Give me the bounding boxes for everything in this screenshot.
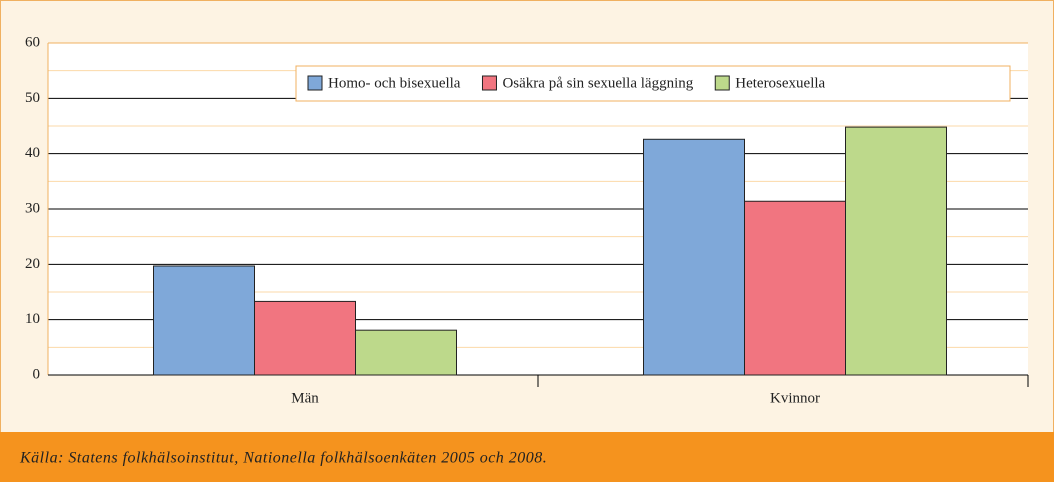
bar	[744, 200, 846, 376]
legend-box	[295, 65, 1011, 102]
bar	[254, 300, 356, 376]
legend-swatch	[481, 75, 497, 91]
legend-label: Homo- och bisexuella	[328, 75, 461, 91]
bar	[643, 138, 745, 376]
y-tick-label: 40	[25, 145, 40, 161]
x-tick-label: Kvinnor	[770, 390, 820, 406]
y-tick-label: 0	[33, 366, 41, 382]
footer-band	[0, 432, 1054, 482]
legend-swatch	[307, 75, 323, 91]
legend-label: Heterosexuella	[735, 75, 825, 91]
y-tick-label: 10	[25, 311, 40, 327]
bar	[845, 126, 947, 376]
legend-swatch	[714, 75, 730, 91]
y-tick-label: 50	[25, 90, 40, 106]
y-tick-label: 30	[25, 200, 40, 216]
source-note: Källa: Statens folkhälsoinstitut, Nation…	[19, 450, 547, 467]
bar	[153, 265, 255, 376]
y-tick-label: 20	[25, 256, 40, 272]
bar	[355, 329, 457, 376]
y-tick-label: 60	[25, 34, 40, 50]
x-tick-label: Män	[291, 390, 319, 406]
legend-label: Osäkra på sin sexuella läggning	[502, 75, 693, 91]
